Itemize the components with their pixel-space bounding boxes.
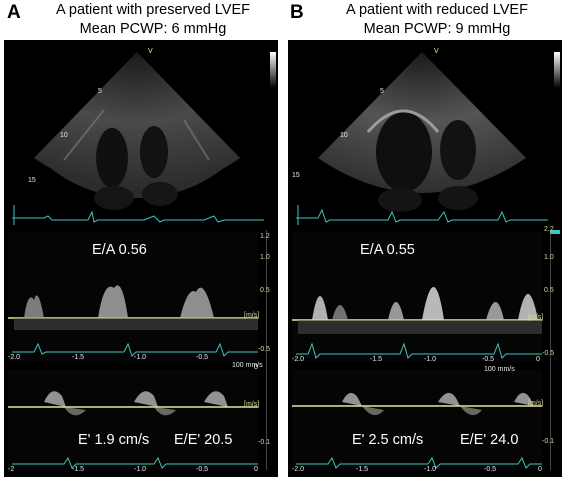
panel-a-pw-time-3: -0.5 [196, 354, 209, 361]
panel-b-pw-axis-top: 2.2 [544, 226, 554, 233]
panel-b-tdi-unit: [m/s] [528, 400, 544, 407]
panel-b-pw-unit: [m/s] [528, 314, 544, 321]
panel-a-pw-time-1: -1.5 [72, 354, 85, 361]
panel-a-e-prime: E' 1.9 cm/s [78, 432, 150, 448]
panel-a-tdi-time-1: -1.5 [72, 466, 85, 473]
panel-a-tdi-axis-low: -0.1 [258, 439, 271, 446]
panel-a-depth-15: 15 [28, 177, 36, 184]
panel-a-title: A patient with preserved LVEF Mean PCWP:… [28, 1, 278, 39]
panel-a-pw-time-0: -2.0 [8, 354, 21, 361]
panel-b-depth-5: 5 [380, 88, 384, 95]
panel-a-title-line1: A patient with preserved LVEF [56, 2, 250, 18]
panel-b-ea-ratio: E/A 0.55 [360, 242, 415, 258]
panel-b-e-e-prime: E/E' 24.0 [460, 432, 519, 448]
panel-b-ultrasound-graphic [292, 52, 560, 470]
panel-b-pw-time-2: -1.0 [424, 356, 437, 363]
panel-a-pw-unit: [m/s] [244, 312, 260, 319]
panel-b-tdi-time-4: 0 [538, 466, 542, 473]
panel-b-tdi-time-1: -1.5 [356, 466, 369, 473]
panel-a-ultrasound-graphic [8, 52, 276, 470]
panel-b-sector-marker: V [434, 48, 439, 55]
panel-a-ea-ratio: E/A 0.56 [92, 242, 147, 258]
panel-a-tdi-time-4: 0 [254, 466, 258, 473]
panel-b-depth-10: 10 [340, 132, 348, 139]
panel-a-title-line2: Mean PCWP: 6 mmHg [79, 21, 227, 37]
panel-b-sweep: 100 mm/s [484, 366, 515, 373]
panel-a-depth-5: 5 [98, 88, 102, 95]
panel-b-tdi-time-2: -1.0 [424, 466, 437, 473]
panel-b-e-prime: E' 2.5 cm/s [352, 432, 424, 448]
panel-b-pw-axis-1: 1.0 [544, 254, 554, 261]
panel-a-pw-axis-1: 1.0 [260, 254, 270, 261]
panel-b-title: A patient with reduced LVEF Mean PCWP: 9… [312, 1, 562, 39]
panel-a-tdi-time-0: -2 [8, 466, 15, 473]
panel-b-image: 5 10 15 V E/A 0.55 2.2 1.0 0.5 [m/s] -0.… [288, 40, 562, 477]
panel-a-image: 5 10 15 V E/A 0.56 1.2 1.0 0.5 [m/s] -0.… [4, 40, 278, 477]
panel-b-tdi-time-0: -2.0 [292, 466, 305, 473]
panel-b-tdi-axis-low: -0.1 [542, 438, 555, 445]
panel-a-letter: A [7, 2, 21, 23]
panel-b-title-line2: Mean PCWP: 9 mmHg [363, 21, 511, 37]
panel-b-title-line1: A patient with reduced LVEF [346, 2, 528, 18]
panel-a-pw-axis-05: 0.5 [260, 287, 270, 294]
panel-b-pw-time-4: 0 [536, 356, 540, 363]
panel-b-depth-15: 15 [292, 172, 300, 179]
panel-a-sweep: 100 mm/s [232, 362, 263, 369]
panel-a-e-e-prime: E/E' 20.5 [174, 432, 233, 448]
panel-a-tdi-time-3: -0.5 [196, 466, 209, 473]
panel-a-sector-marker: V [148, 48, 153, 55]
panel-b-pw-axis-05: 0.5 [544, 287, 554, 294]
panel-a-depth-10: 10 [60, 132, 68, 139]
panel-b-tdi-time-3: -0.5 [484, 466, 497, 473]
panel-a-pw-axis-neg05: -0.5 [258, 346, 271, 353]
panel-a-pw-time-2: -1.0 [134, 354, 147, 361]
panel-a-pw-time-4: 0 [254, 364, 258, 371]
panel-b-pw-axis-neg05: -0.5 [542, 350, 555, 357]
panel-a-tdi-unit: [m/s] [244, 401, 260, 408]
panel-b-pw-time-0: -2.0 [292, 356, 305, 363]
panel-b-pw-time-1: -1.5 [370, 356, 383, 363]
panel-b-pw-time-3: -0.5 [482, 356, 495, 363]
panel-b-letter: B [290, 2, 304, 23]
panel-a-pw-axis-top: 1.2 [260, 233, 270, 240]
panel-a-tdi-time-2: -1.0 [134, 466, 147, 473]
